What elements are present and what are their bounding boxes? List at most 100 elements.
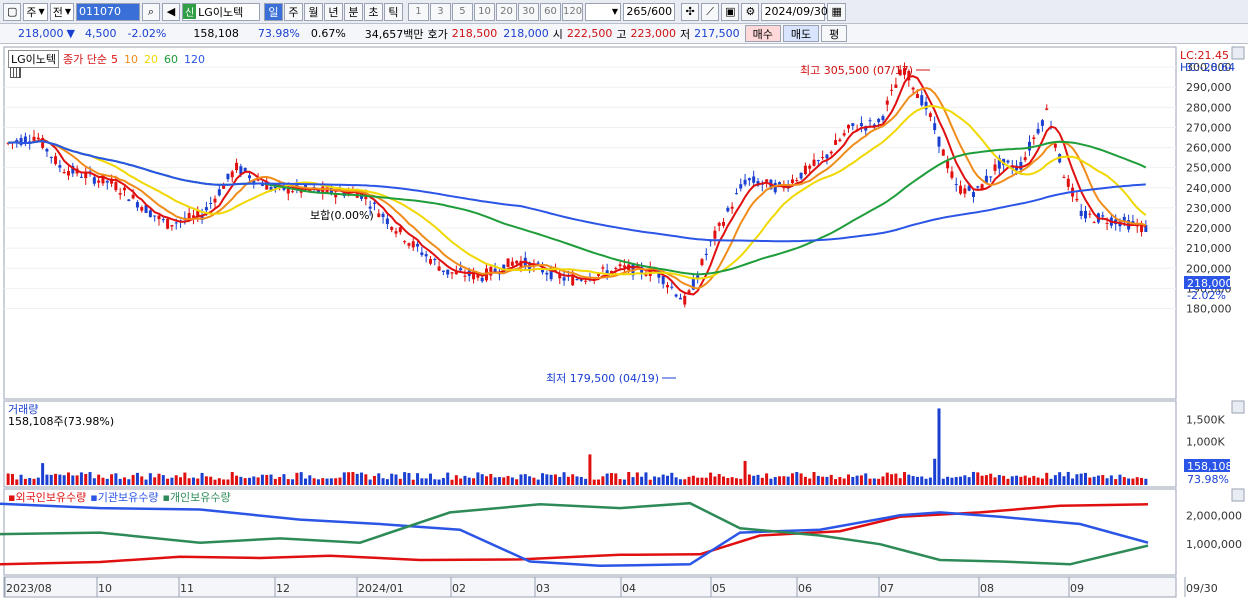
holdings-legend-0[interactable]: ▪외국인보유수량 bbox=[8, 491, 87, 504]
interval-tab-5[interactable]: 5 bbox=[451, 2, 473, 21]
candle-body bbox=[838, 139, 842, 142]
count-input[interactable]: 265/600 bbox=[623, 2, 676, 21]
interval-tab-10[interactable]: 10 bbox=[473, 2, 495, 21]
volume-bar bbox=[597, 479, 601, 485]
period-tab-5[interactable]: 초 bbox=[363, 2, 383, 21]
candle-body bbox=[549, 267, 553, 280]
prev-select[interactable]: 전 ▼ bbox=[49, 2, 74, 21]
interval-tab-3[interactable]: 3 bbox=[429, 2, 451, 21]
volume-bar bbox=[756, 474, 760, 485]
avg-button[interactable]: 평 bbox=[821, 25, 848, 42]
draw-icon[interactable]: ⟋ bbox=[701, 2, 720, 21]
ma-legend-120[interactable]: 120 bbox=[184, 52, 205, 66]
low-annotation: 최저 179,500 (04/19) bbox=[546, 372, 659, 385]
chevron-down-icon: ▼ bbox=[38, 7, 45, 16]
period-tab-0[interactable]: 일 bbox=[263, 2, 283, 21]
buy-button[interactable]: 매수 bbox=[744, 25, 781, 42]
ma-legend-10[interactable]: 10 bbox=[124, 52, 138, 66]
volume-bar bbox=[769, 478, 773, 485]
chart-area[interactable]: 300,000 290,000 280,000 270,000 260,000 250,0… bbox=[0, 45, 1248, 600]
calendar-icon[interactable]: ▦ bbox=[827, 2, 846, 21]
candle-body bbox=[670, 286, 674, 288]
volume-scroll-button[interactable] bbox=[1231, 400, 1245, 414]
candle-body bbox=[1032, 137, 1036, 140]
price-tick-label: 250,000 bbox=[1186, 162, 1232, 175]
date-input[interactable]: 2024/09/30 bbox=[761, 2, 828, 21]
candle-body bbox=[424, 254, 428, 257]
gear-icon[interactable]: ⚙ bbox=[741, 2, 760, 21]
holdings-scroll-button[interactable] bbox=[1231, 488, 1245, 502]
period-tab-2[interactable]: 월 bbox=[303, 2, 323, 21]
candle-body bbox=[286, 186, 290, 194]
volume-bar bbox=[691, 475, 695, 485]
candle-body bbox=[441, 270, 445, 272]
holdings-legend-2[interactable]: ▪개인보유수량 bbox=[162, 491, 231, 504]
candle-body bbox=[19, 137, 23, 145]
candle-body bbox=[390, 227, 394, 230]
candle-body bbox=[678, 297, 682, 300]
x-axis-bar bbox=[3, 576, 1177, 598]
interval-tab-120[interactable]: 120 bbox=[561, 2, 584, 21]
interval-select[interactable]: ▼ bbox=[585, 2, 622, 21]
volume-bar bbox=[32, 478, 36, 485]
x-axis-label: 2024/01 bbox=[358, 582, 404, 595]
sell-button[interactable]: 매도 bbox=[782, 25, 820, 42]
period-tab-6[interactable]: 틱 bbox=[383, 2, 403, 21]
layout-icon[interactable]: ▢ bbox=[3, 2, 22, 21]
volume-bar bbox=[252, 476, 256, 485]
interval-tab-30[interactable]: 30 bbox=[517, 2, 539, 21]
volume-bar bbox=[334, 478, 338, 485]
candle-body bbox=[842, 133, 846, 136]
volume-bar bbox=[1002, 475, 1006, 485]
ma-legend-5[interactable]: 5 bbox=[111, 52, 118, 66]
volume-bar bbox=[157, 473, 161, 485]
volume-bar bbox=[222, 479, 226, 485]
period-tab-3[interactable]: 년 bbox=[323, 2, 343, 21]
volume-bar bbox=[657, 477, 661, 485]
candle-body bbox=[674, 294, 678, 297]
interval-tab-60[interactable]: 60 bbox=[539, 2, 561, 21]
volume-bar bbox=[1096, 475, 1100, 485]
ma-line-120 bbox=[8, 140, 1146, 243]
scroll-up-button[interactable] bbox=[1231, 46, 1245, 60]
volume-bar bbox=[135, 472, 139, 485]
holdings-legend-1[interactable]: ▪기관보유수량 bbox=[90, 491, 159, 504]
ma-legend-20[interactable]: 20 bbox=[144, 52, 158, 66]
volume-bar bbox=[997, 475, 1001, 485]
interval-tab-1[interactable]: 1 bbox=[407, 2, 429, 21]
candle-body bbox=[1045, 108, 1049, 110]
chart-svg[interactable]: 300,000 290,000 280,000 270,000 260,000 250,0… bbox=[0, 45, 1248, 600]
save-icon[interactable]: ▣ bbox=[721, 2, 740, 21]
interval-tab-20[interactable]: 20 bbox=[495, 2, 517, 21]
price-tick-label: 240,000 bbox=[1186, 182, 1232, 195]
crosshair-icon[interactable]: ✣ bbox=[681, 2, 700, 21]
candle-body bbox=[15, 140, 19, 143]
ma-legend-60[interactable]: 60 bbox=[164, 52, 178, 66]
candle-body bbox=[997, 158, 1001, 169]
candle-body bbox=[174, 222, 178, 224]
candle-body bbox=[890, 89, 894, 91]
legend-stock-name[interactable]: LG이노텍 bbox=[8, 50, 60, 68]
candle-body bbox=[799, 172, 803, 179]
search-icon[interactable]: ⌕ bbox=[141, 2, 160, 21]
speaker-icon[interactable]: ◀ bbox=[161, 2, 180, 21]
grid-icon[interactable] bbox=[10, 67, 21, 78]
volume-bar bbox=[329, 478, 333, 485]
volume-bar bbox=[717, 474, 721, 485]
stock-code-input[interactable]: 011070 bbox=[75, 2, 140, 21]
market-type-value: 주 bbox=[26, 5, 37, 19]
period-tab-1[interactable]: 주 bbox=[283, 2, 303, 21]
candle-body bbox=[903, 67, 907, 75]
candle-body bbox=[71, 165, 75, 174]
candle-body bbox=[808, 165, 812, 169]
volume-bar bbox=[15, 479, 19, 485]
volume-bar bbox=[364, 474, 368, 485]
market-type-select[interactable]: 주 ▼ bbox=[23, 2, 48, 21]
volume-bar bbox=[467, 477, 471, 485]
candle-body bbox=[92, 177, 96, 184]
candle-body bbox=[157, 215, 161, 220]
period-tab-4[interactable]: 분 bbox=[343, 2, 363, 21]
candle-body bbox=[428, 259, 432, 264]
stock-name-field[interactable]: 신 LG이노텍 bbox=[181, 2, 260, 21]
volume-bar bbox=[204, 476, 208, 485]
